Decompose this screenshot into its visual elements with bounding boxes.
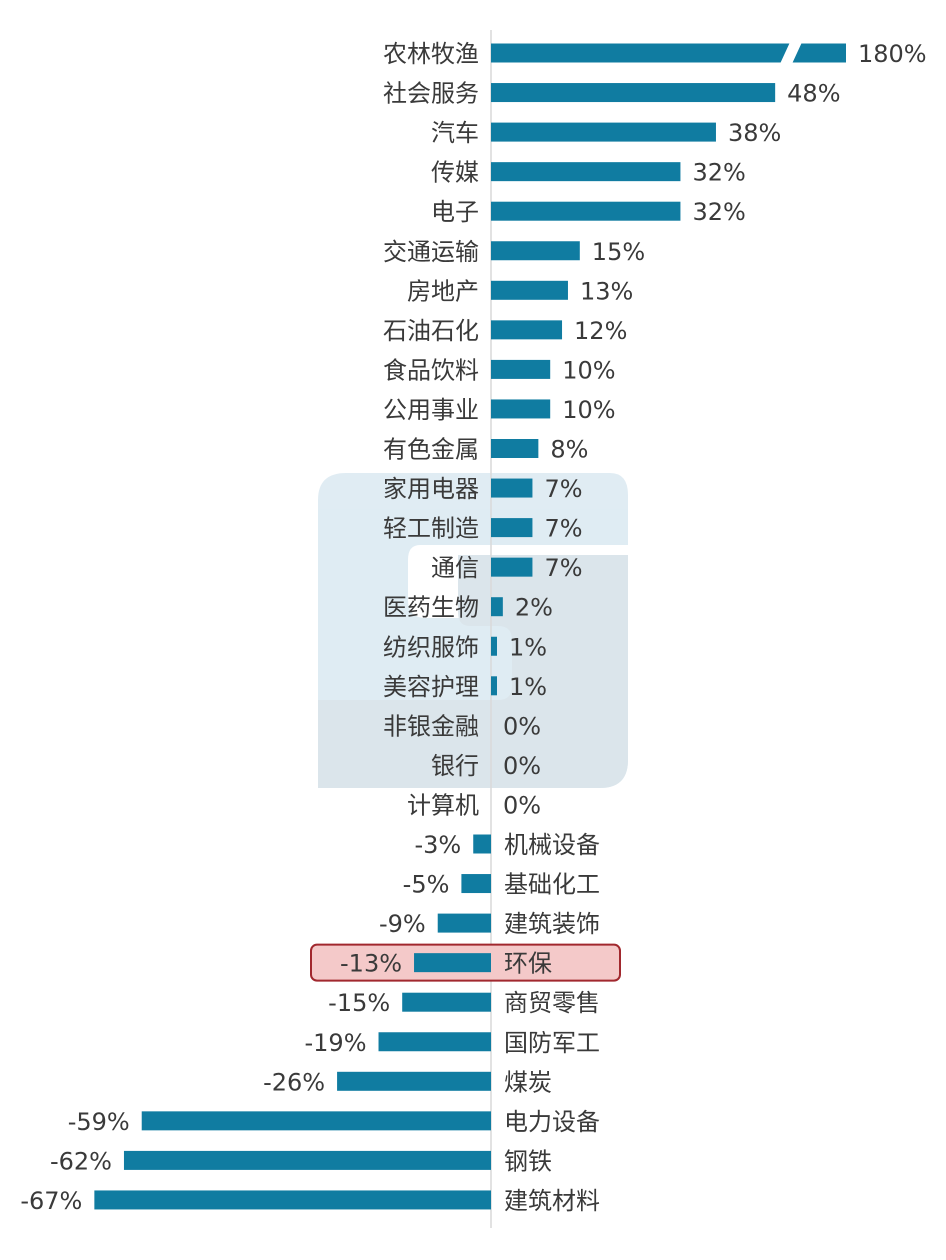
- value-label: -9%: [379, 910, 426, 938]
- category-label: 家用电器: [383, 475, 479, 503]
- category-label: 银行: [431, 752, 479, 780]
- value-label: -5%: [403, 871, 450, 899]
- category-label: 房地产: [407, 277, 479, 305]
- value-label: 8%: [550, 436, 588, 464]
- category-label: 建筑装饰: [504, 910, 600, 938]
- category-label: 汽车: [431, 119, 479, 147]
- value-label: -3%: [415, 831, 462, 859]
- value-label: 0%: [503, 712, 541, 740]
- category-label: 基础化工: [504, 871, 600, 899]
- value-label: 15%: [592, 238, 645, 266]
- category-label: 商贸零售: [504, 989, 600, 1017]
- category-label: 电子: [431, 198, 479, 226]
- category-label: 石油石化: [383, 317, 479, 345]
- bar-22: [461, 874, 491, 894]
- category-label: 食品饮料: [383, 356, 479, 384]
- category-label: 社会服务: [383, 80, 479, 108]
- bar-30: [94, 1190, 492, 1210]
- value-label: 0%: [503, 752, 541, 780]
- value-label: -26%: [263, 1068, 325, 1096]
- value-label: 10%: [562, 356, 615, 384]
- category-label: 交通运输: [383, 238, 479, 266]
- value-label: 38%: [728, 119, 781, 147]
- bar-16: [491, 636, 497, 656]
- value-label: 7%: [544, 554, 582, 582]
- bar-8: [491, 320, 563, 340]
- value-label: -15%: [328, 989, 390, 1017]
- category-label: 机械设备: [504, 831, 600, 859]
- value-label: 7%: [544, 515, 582, 543]
- category-label: 电力设备: [504, 1108, 600, 1136]
- bar-27: [337, 1071, 491, 1091]
- category-label: 非银金融: [383, 712, 479, 740]
- value-label: 180%: [858, 40, 927, 68]
- category-label: 环保: [504, 950, 552, 978]
- bar-17: [491, 676, 497, 696]
- category-label: 传媒: [431, 159, 479, 187]
- value-label: 12%: [574, 317, 627, 345]
- value-label: 13%: [580, 277, 633, 305]
- value-label: -13%: [340, 950, 402, 978]
- category-label: 公用事业: [383, 396, 479, 424]
- value-label: 32%: [692, 159, 745, 187]
- value-label: -67%: [20, 1187, 82, 1215]
- category-label: 美容护理: [383, 673, 479, 701]
- bar-29: [123, 1150, 492, 1170]
- value-label: 32%: [692, 198, 745, 226]
- watermark-logo: [318, 473, 628, 788]
- bar-9: [491, 359, 551, 379]
- bar-26: [378, 1032, 491, 1052]
- bar-28: [141, 1111, 491, 1131]
- category-label: 医药生物: [383, 594, 479, 622]
- bar-24: [414, 953, 491, 973]
- category-label: 有色金属: [383, 436, 479, 464]
- bar-1: [491, 43, 846, 63]
- bar-21: [473, 834, 491, 854]
- category-label: 建筑材料: [504, 1187, 600, 1215]
- category-label: 通信: [431, 554, 479, 582]
- category-label: 轻工制造: [383, 515, 479, 543]
- bar-15: [491, 597, 503, 617]
- bar-7: [491, 280, 568, 300]
- category-label: 纺织服饰: [383, 633, 479, 661]
- bar-12: [491, 478, 533, 498]
- value-label: 2%: [515, 594, 553, 622]
- category-label: 农林牧渔: [383, 40, 479, 68]
- bar-6: [491, 241, 580, 261]
- axis-break-mark: [779, 40, 803, 66]
- bar-3: [491, 122, 716, 142]
- bar-5: [491, 201, 681, 221]
- category-label: 计算机: [407, 791, 479, 819]
- bar-23: [437, 913, 491, 933]
- value-label: -62%: [50, 1147, 112, 1175]
- value-label: 1%: [509, 673, 547, 701]
- value-label: -59%: [68, 1108, 130, 1136]
- value-label: 1%: [509, 633, 547, 661]
- bar-25: [402, 992, 491, 1012]
- bar-11: [491, 439, 539, 458]
- value-label: 10%: [562, 396, 615, 424]
- category-label: 国防军工: [504, 1029, 600, 1057]
- value-label: 48%: [787, 80, 840, 108]
- bar-4: [491, 162, 681, 182]
- category-label: 钢铁: [504, 1147, 552, 1175]
- value-label: 0%: [503, 791, 541, 819]
- value-label: -19%: [305, 1029, 367, 1057]
- bar-10: [491, 399, 551, 419]
- category-label: 煤炭: [504, 1068, 552, 1096]
- bar-14: [491, 557, 533, 577]
- bar-2: [491, 83, 776, 103]
- value-label: 7%: [544, 475, 582, 503]
- bar-13: [491, 518, 533, 538]
